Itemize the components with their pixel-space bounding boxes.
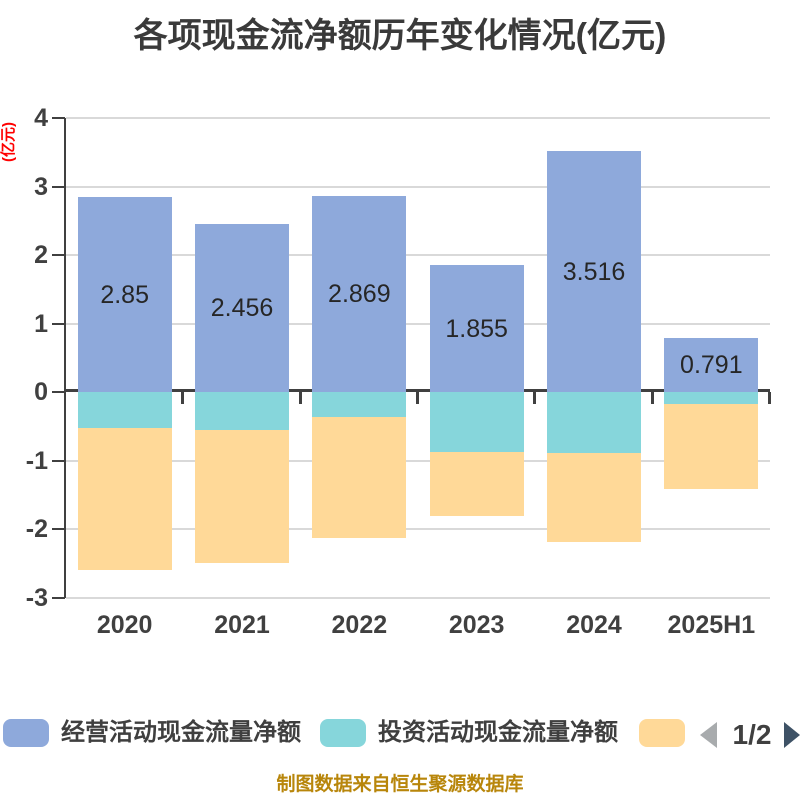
legend-prev-page-icon[interactable]	[700, 722, 717, 748]
x-tick-label: 2022	[331, 611, 388, 639]
bar-segment-series2	[664, 403, 759, 489]
bar-segment-series2	[77, 427, 172, 570]
y-axis-tick	[52, 322, 65, 325]
legend-item-financing	[639, 719, 697, 747]
y-tick-label: 3	[34, 172, 48, 201]
legend-next-page-icon[interactable]	[784, 722, 800, 748]
plot-area: 2.85 2.456 2.869 1.855 3.516 0.791	[52, 117, 771, 599]
bar-segment-series0	[429, 265, 524, 393]
bar-segment-series2	[312, 416, 407, 539]
y-tick-label: 0	[34, 378, 48, 407]
y-axis-tick	[52, 459, 65, 462]
legend-item-investing: 投资活动现金流量净额	[320, 719, 618, 747]
x-tick-label: 2023	[448, 611, 505, 639]
x-axis-tick	[298, 392, 302, 405]
bar-value-label: 1.855	[445, 314, 508, 343]
bar-segment-series1	[77, 392, 172, 428]
y-tick-label: 2	[34, 241, 48, 270]
legend-page-indicator: 1/2	[732, 719, 772, 750]
bar-segment-series0	[312, 195, 407, 393]
bar-value-label: 3.516	[562, 257, 626, 286]
bar-segment-series1	[664, 392, 759, 404]
bar-segment-series2	[429, 451, 524, 517]
gridline	[66, 322, 770, 325]
bar-segment-series0	[77, 196, 172, 393]
bar-segment-series0	[195, 223, 289, 393]
y-tick-label: 1	[34, 309, 48, 338]
bar-segment-series2	[547, 453, 641, 542]
y-tick-label: 4	[34, 104, 48, 132]
legend-label: 经营活动现金流量净额	[61, 719, 301, 746]
x-axis-tick	[768, 392, 771, 405]
y-axis-tick	[52, 185, 65, 188]
bar-value-label: 2.869	[328, 279, 391, 308]
y-axis-line	[64, 118, 66, 598]
bar-segment-series0	[547, 151, 641, 393]
x-tick-label: 2020	[96, 611, 153, 639]
y-tick-label: -1	[25, 446, 48, 475]
y-tick-label: -3	[25, 584, 48, 612]
legend-label: 投资活动现金流量净额	[378, 719, 618, 746]
chart-title: 各项现金流净额历年变化情况(亿元)	[133, 17, 667, 55]
bar-value-label: 0.791	[680, 351, 743, 380]
legend: 经营活动现金流量净额 投资活动现金流量净额 1/2	[0, 719, 800, 753]
gridline	[66, 459, 770, 462]
y-axis-tick	[52, 597, 65, 599]
bar-value-label: 2.456	[210, 294, 274, 323]
chart-caption: 制图数据来自恒生聚源数据库	[276, 774, 524, 795]
y-axis-tick	[52, 528, 65, 531]
legend-swatch	[320, 719, 366, 747]
gridline	[66, 185, 770, 188]
x-tick-label: 2025H1	[667, 611, 756, 639]
y-axis-tick	[52, 117, 65, 119]
x-axis-tick	[533, 392, 537, 405]
legend-item-operating: 经营活动现金流量净额	[3, 719, 301, 747]
x-axis-tick	[650, 392, 654, 405]
y-axis-tick	[52, 391, 65, 394]
bar-segment-series1	[312, 392, 407, 417]
x-axis-line	[66, 389, 770, 393]
bar-value-label: 2.85	[100, 280, 149, 309]
legend-swatch	[639, 719, 685, 747]
gridline	[66, 254, 770, 257]
x-axis-labels: 2020 2021 2022 2023 2024 2025H1	[66, 610, 770, 642]
x-tick-label: 2024	[566, 611, 622, 639]
x-axis-tick	[416, 392, 419, 405]
gridline	[66, 117, 770, 119]
y-axis-tick	[52, 254, 65, 257]
bar-segment-series1	[547, 392, 641, 454]
y-tick-label: -2	[25, 515, 48, 544]
bar-segment-series0	[664, 338, 759, 393]
x-tick-label: 2021	[214, 611, 270, 639]
x-axis-tick	[181, 392, 185, 405]
bar-segment-series2	[195, 430, 289, 564]
gridline	[66, 597, 770, 599]
gridline	[66, 528, 770, 531]
legend-swatch	[3, 719, 49, 747]
bar-segment-series1	[429, 392, 524, 452]
y-axis-labels: 4 3 2 1 0 -1 -2 -3	[0, 104, 48, 612]
bar-segment-series1	[195, 392, 289, 430]
